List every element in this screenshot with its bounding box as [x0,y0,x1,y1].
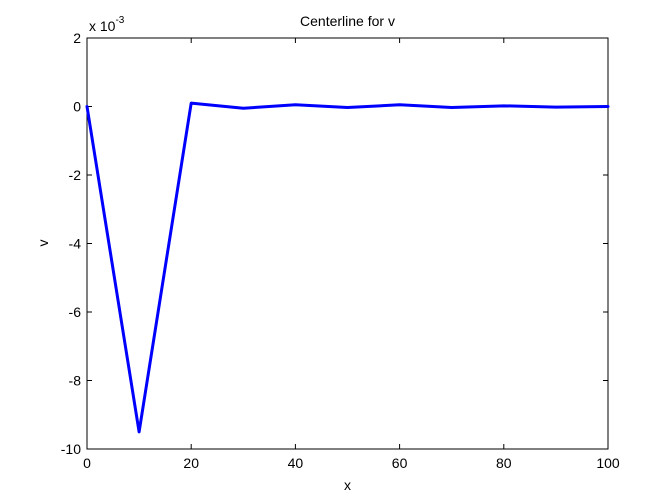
y-exponent-label: x 10-3 [89,15,125,34]
ticks-layer: 0 20 40 60 80 100 -10 -8 -6 -4 -2 0 2 [61,30,620,471]
x-tick-label: 100 [596,455,620,471]
chart-title: Centerline for v [300,13,395,29]
series-line [85,101,610,434]
x-tick-label: 0 [83,455,91,471]
y-tick-label: -2 [69,167,82,183]
x-axis-label: x [344,477,351,493]
x-tick-label: 20 [183,455,199,471]
x-tick-label: 80 [496,455,512,471]
y-exponent-power: -3 [115,15,124,26]
x-tick-label: 60 [392,455,408,471]
y-tick-label: -4 [69,236,82,252]
y-exponent-base: x 10 [89,18,116,34]
y-tick-label: -6 [69,304,82,320]
y-axis-label: v [35,240,51,247]
y-tick-label: 2 [73,30,81,46]
x-tick-label: 40 [288,455,304,471]
y-tick-label: 0 [73,99,81,115]
series-layer [85,101,610,434]
plot-area [86,37,609,450]
y-tick-label: -10 [61,441,81,457]
y-tick-label: -8 [69,373,82,389]
